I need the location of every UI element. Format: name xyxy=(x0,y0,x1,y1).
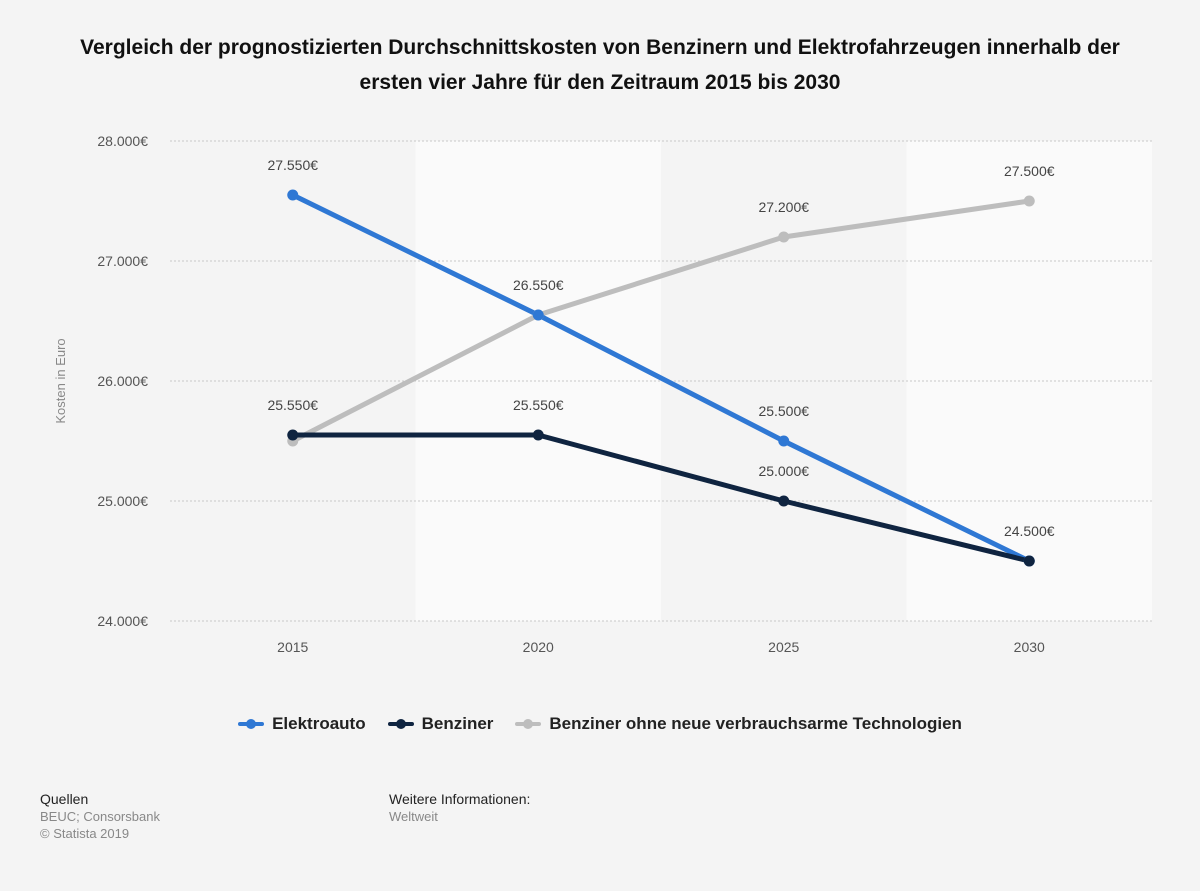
data-point-benziner-2015 xyxy=(287,429,299,441)
legend-label-benziner: Benziner xyxy=(421,714,494,733)
data-label: 25.550€ xyxy=(267,397,318,413)
legend-item-elektroauto[interactable]: Elektroauto xyxy=(238,714,366,734)
sources-text[interactable]: BEUC; Consorsbank xyxy=(40,809,160,824)
sources-block: Quellen BEUC; Consorsbank © Statista 201… xyxy=(40,790,160,842)
data-point-benziner-2025 xyxy=(778,495,790,507)
x-tick-label: 2015 xyxy=(277,639,308,655)
legend-swatch-benziner xyxy=(387,719,414,729)
copyright-text: © Statista 2019 xyxy=(40,826,130,841)
info-heading: Weitere Informationen: xyxy=(389,791,531,807)
data-label: 25.000€ xyxy=(758,463,809,479)
data-label: 25.550€ xyxy=(513,397,564,413)
data-point-benziner-2020 xyxy=(532,429,544,441)
data-label: 27.200€ xyxy=(758,199,809,215)
data-point-elektroauto-2015 xyxy=(287,189,299,201)
legend-swatch-elektroauto xyxy=(238,719,265,729)
legend-label-elektroauto: Elektroauto xyxy=(272,714,366,733)
data-point-benziner-ohne-neue-verbrauchsarme-technologien-2025 xyxy=(778,231,790,243)
line-chart: 24.000€ 25.000€ 26.000€ 27.000€ 28.000€ 2015… xyxy=(53,133,1152,655)
y-tick-label: 26.000€ xyxy=(97,373,148,389)
data-label: 24.500€ xyxy=(1004,523,1055,539)
data-label: 25.500€ xyxy=(758,403,809,419)
y-tick-label: 25.000€ xyxy=(97,493,148,509)
series-line-benziner-ohne-neue-verbrauchsarme-technologien xyxy=(290,198,1032,444)
y-tick-label: 28.000€ xyxy=(97,133,148,149)
x-tick-label: 2030 xyxy=(1014,639,1045,655)
series-line-benziner xyxy=(290,432,1032,564)
data-point-benziner-ohne-neue-verbrauchsarme-technologien-2030 xyxy=(1023,195,1035,207)
y-axis-label: Kosten in Euro xyxy=(53,338,68,423)
legend-swatch-benziner-ohne-technologien xyxy=(515,719,542,729)
legend-label-benziner-ohne-technologien: Benziner ohne neue verbrauchsarme Techno… xyxy=(549,714,962,733)
info-block: Weitere Informationen: Weltweit xyxy=(389,790,530,825)
legend: Elektroauto Benziner Benziner ohne neue … xyxy=(0,714,1200,734)
x-tick-label: 2020 xyxy=(523,639,554,655)
sources-heading: Quellen xyxy=(40,791,89,807)
data-point-elektroauto-2025 xyxy=(778,435,790,447)
y-tick-label: 24.000€ xyxy=(97,613,148,629)
data-label: 27.500€ xyxy=(1004,163,1055,179)
data-point-benziner-2030 xyxy=(1023,555,1035,567)
data-label: 26.550€ xyxy=(513,277,564,293)
data-label: 27.550€ xyxy=(267,157,318,173)
x-tick-label: 2025 xyxy=(768,639,799,655)
info-text: Weltweit xyxy=(389,809,438,824)
series-line-elektroauto xyxy=(290,192,1032,564)
y-tick-label: 27.000€ xyxy=(97,253,148,269)
legend-item-benziner-ohne-technologien[interactable]: Benziner ohne neue verbrauchsarme Techno… xyxy=(515,714,962,734)
legend-item-benziner[interactable]: Benziner xyxy=(387,714,494,734)
chart-title: Vergleich der prognostizierten Durchschn… xyxy=(80,36,1120,94)
data-point-elektroauto-2020 xyxy=(532,309,544,321)
